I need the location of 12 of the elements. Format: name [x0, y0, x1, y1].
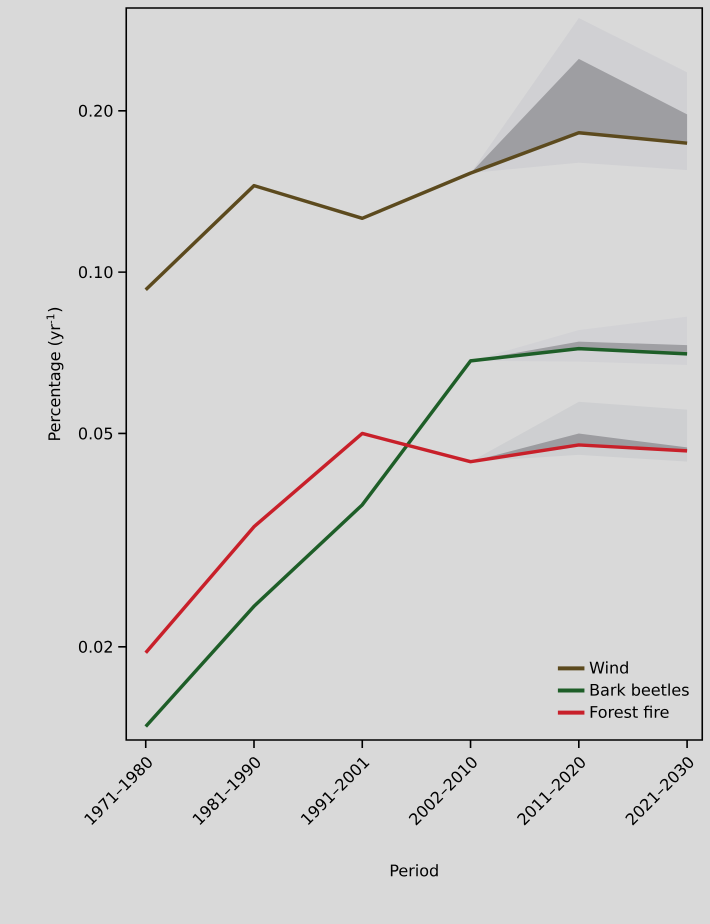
legend-label: Wind	[590, 661, 628, 674]
y-tick-label: 0.05	[78, 427, 112, 440]
line-series	[144, 432, 689, 654]
x-axis-title: Period	[390, 864, 438, 877]
line-series	[144, 131, 689, 292]
y-tick-label: 0.10	[78, 266, 112, 278]
line-series	[144, 346, 689, 728]
legend-label: Forest fire	[590, 706, 668, 718]
y-axis-title: Percentage (yr$^{-1}$)	[46, 308, 64, 440]
legend-label: Bark beetles	[590, 683, 689, 696]
y-tick-label: 0.02	[78, 640, 112, 653]
y-tick-label: 0.20	[78, 104, 112, 117]
